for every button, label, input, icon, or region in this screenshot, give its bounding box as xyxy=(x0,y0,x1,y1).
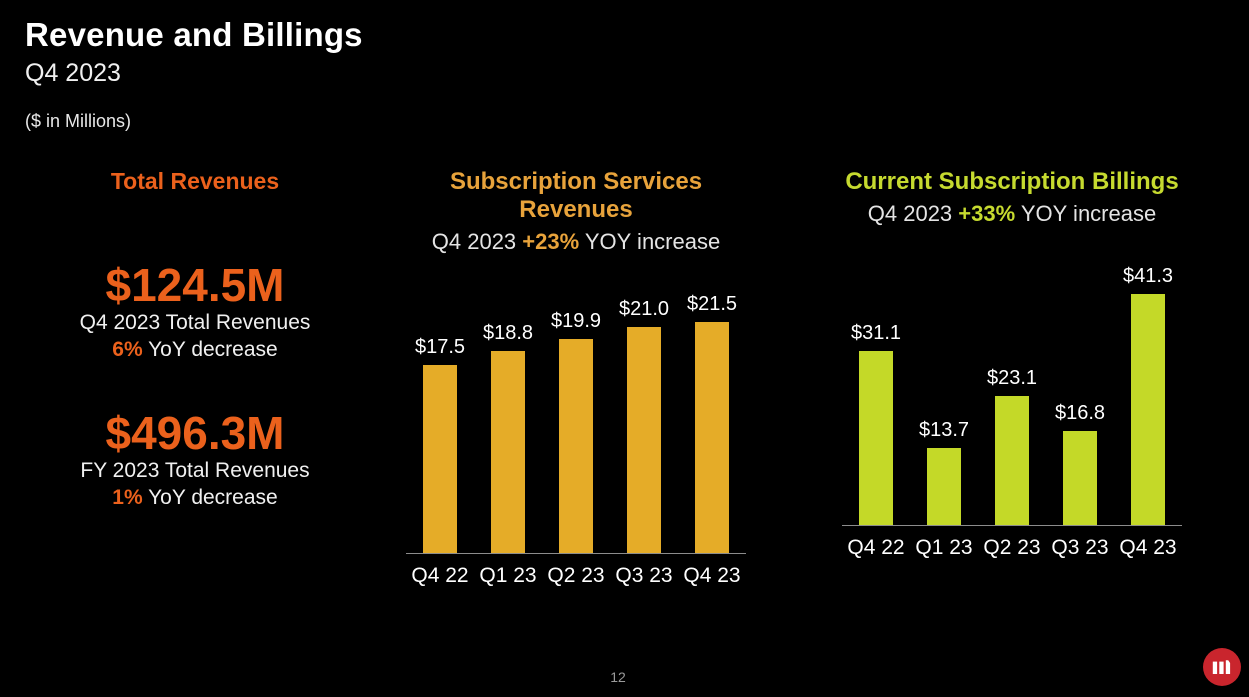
x-axis-label: Q4 22 xyxy=(847,536,905,559)
subtitle-suffix: YOY increase xyxy=(1015,201,1157,226)
q4-yoy-percent: 6% xyxy=(112,338,143,361)
q4-yoy-text: YoY decrease xyxy=(142,338,278,361)
x-axis-label: Q3 23 xyxy=(1051,536,1109,559)
mimecast-logo-icon xyxy=(1203,648,1241,686)
bar-column: $41.3 xyxy=(1114,265,1182,525)
q4-revenue-stat: $124.5M Q4 2023 Total Revenues 6% YoY de… xyxy=(30,261,360,363)
bar xyxy=(859,351,893,525)
x-axis-label: Q4 23 xyxy=(1119,536,1177,559)
bar-value-label: $21.0 xyxy=(618,298,670,320)
x-axis-label: Q4 23 xyxy=(683,564,741,587)
x-axis-label: Q2 23 xyxy=(547,564,605,587)
bar xyxy=(1131,294,1165,525)
bar xyxy=(927,448,961,525)
slide-subtitle: Q4 2023 xyxy=(25,59,121,87)
bar xyxy=(695,322,729,553)
fy-yoy-percent: 1% xyxy=(112,486,143,509)
total-revenues-panel: Total Revenues $124.5M Q4 2023 Total Rev… xyxy=(30,168,360,511)
bar xyxy=(423,365,457,553)
subscription-revenues-title: Subscription Services Revenues xyxy=(449,168,703,223)
subscription-billings-chart: Current Subscription Billings Q4 2023 +3… xyxy=(832,168,1192,560)
q4-revenue-value: $124.5M xyxy=(105,259,285,311)
bar-value-label: $16.8 xyxy=(1054,402,1106,424)
bar-value-label: $13.7 xyxy=(918,419,970,441)
bar xyxy=(1063,431,1097,525)
total-revenues-heading: Total Revenues xyxy=(110,168,280,194)
bar-column: $19.9 xyxy=(542,310,610,553)
subscription-billings-plot: $31.1 $13.7 $23.1 $16.8 $41.3 xyxy=(842,264,1182,526)
subtitle-prefix: Q4 2023 xyxy=(867,201,959,226)
slide-header: Revenue and Billings Q4 2023 ($ in Milli… xyxy=(25,16,363,132)
yoy-increase-percent: +23% xyxy=(522,229,580,254)
subscription-revenues-chart: Subscription Services Revenues Q4 2023 +… xyxy=(398,168,754,588)
bar-value-label: $41.3 xyxy=(1122,265,1174,287)
fy-revenue-caption: FY 2023 Total Revenues 1% YoY decrease xyxy=(30,457,360,511)
x-axis-label: Q1 23 xyxy=(479,564,537,587)
bar xyxy=(559,339,593,553)
subscription-billings-subtitle: Q4 2023 +33% YOY increase xyxy=(832,200,1192,228)
subscription-billings-title: Current Subscription Billings xyxy=(845,168,1179,195)
bar-value-label: $23.1 xyxy=(986,367,1038,389)
page-number: 12 xyxy=(610,669,626,685)
units-note: ($ in Millions) xyxy=(25,111,132,131)
bar-value-label: $19.9 xyxy=(550,310,602,332)
subscription-revenues-subtitle: Q4 2023 +23% YOY increase xyxy=(398,228,754,256)
subtitle-prefix: Q4 2023 xyxy=(431,229,523,254)
yoy-increase-percent: +33% xyxy=(958,201,1016,226)
bar xyxy=(491,351,525,553)
bar-column: $21.5 xyxy=(678,293,746,553)
bar-value-label: $18.8 xyxy=(482,322,534,344)
bar-column: $16.8 xyxy=(1046,402,1114,525)
bar-column: $21.0 xyxy=(610,298,678,553)
slide-title: Revenue and Billings xyxy=(25,16,363,53)
x-axis-label: Q4 22 xyxy=(411,564,469,587)
x-axis-label: Q3 23 xyxy=(615,564,673,587)
bar xyxy=(995,396,1029,525)
subscription-billings-categories: Q4 22 Q1 23 Q2 23 Q3 23 Q4 23 xyxy=(842,536,1182,560)
fy-yoy-text: YoY decrease xyxy=(142,486,278,509)
bar-column: $18.8 xyxy=(474,322,542,553)
bar xyxy=(627,327,661,553)
bar-value-label: $21.5 xyxy=(686,293,738,315)
subscription-revenues-plot: $17.5 $18.8 $19.9 $21.0 $21.5 xyxy=(406,292,746,554)
q4-revenue-caption-line1: Q4 2023 Total Revenues xyxy=(79,311,311,334)
x-axis-label: Q2 23 xyxy=(983,536,1041,559)
bar-value-label: $31.1 xyxy=(850,322,902,344)
fy-revenue-caption-line1: FY 2023 Total Revenues xyxy=(80,459,310,482)
fy-revenue-stat: $496.3M FY 2023 Total Revenues 1% YoY de… xyxy=(30,409,360,511)
fy-revenue-value: $496.3M xyxy=(105,407,285,459)
subscription-revenues-categories: Q4 22 Q1 23 Q2 23 Q3 23 Q4 23 xyxy=(406,564,746,588)
subtitle-suffix: YOY increase xyxy=(579,229,721,254)
bar-column: $23.1 xyxy=(978,367,1046,525)
bar-column: $13.7 xyxy=(910,419,978,525)
x-axis-label: Q1 23 xyxy=(915,536,973,559)
q4-revenue-caption: Q4 2023 Total Revenues 6% YoY decrease xyxy=(30,309,360,363)
bar-column: $31.1 xyxy=(842,322,910,525)
bar-value-label: $17.5 xyxy=(414,336,466,358)
bar-column: $17.5 xyxy=(406,336,474,553)
